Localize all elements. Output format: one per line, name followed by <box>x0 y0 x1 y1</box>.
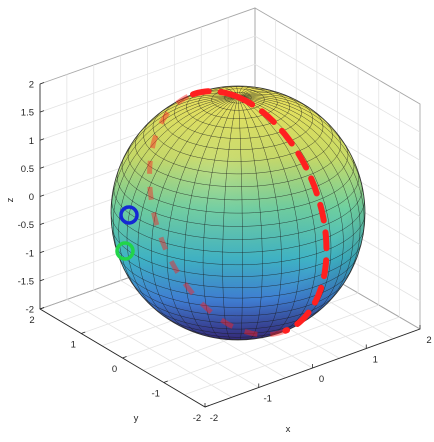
z-tick-label: -0.5 <box>18 220 34 231</box>
z-axis-label: z <box>5 197 16 202</box>
x-tick-label: -1 <box>264 394 272 405</box>
y-tick-label: -1 <box>152 389 160 400</box>
z-tick-label: 0.5 <box>21 164 34 175</box>
dashed-path-back <box>146 92 284 338</box>
green-ring-marker <box>115 241 135 261</box>
z-tick-label: -1 <box>26 248 34 259</box>
x-tick-label: 0 <box>319 374 324 385</box>
z-tick-label: -2 <box>26 305 34 316</box>
x-axis-label: x <box>286 424 291 435</box>
blue-ring-marker <box>119 205 139 225</box>
y-tick-label: 2 <box>29 315 34 326</box>
z-tick-label: -1.5 <box>18 276 34 287</box>
x-tick-label: 1 <box>373 355 378 366</box>
z-tick-label: 0 <box>29 192 34 203</box>
dashed-path-front <box>190 88 330 334</box>
y-tick-label: 0 <box>112 364 117 375</box>
x-tick-label: -2 <box>210 413 218 424</box>
x-tick-label: 2 <box>426 335 431 346</box>
y-axis-label: y <box>134 413 139 424</box>
z-tick-label: 1 <box>29 136 34 147</box>
y-tick-label: 1 <box>71 340 76 351</box>
z-tick-label: 2 <box>29 80 34 91</box>
dashed-path <box>146 88 330 338</box>
z-tick-label: 1.5 <box>21 108 34 119</box>
axis-ticks: -2 -1.5 -1 -0.5 0 0.5 1 1.5 2 2 1 0 -1 -2 -2 -1 0 1 2 <box>18 80 432 425</box>
y-tick-label: -2 <box>193 413 201 424</box>
sphere-surface <box>110 85 366 341</box>
